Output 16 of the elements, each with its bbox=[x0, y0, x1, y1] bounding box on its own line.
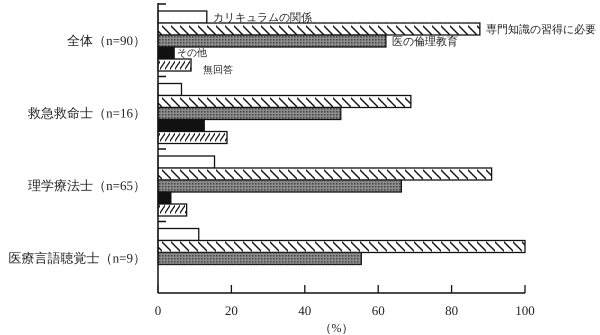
series-label: 専門知識の習得に必要 bbox=[486, 23, 596, 36]
series-label: その他 bbox=[177, 47, 208, 59]
y-tick-label: 全体（n=90） bbox=[67, 33, 146, 48]
x-axis-title: （%） bbox=[320, 321, 354, 335]
x-tick-label: 60 bbox=[372, 303, 385, 318]
x-tick-label: 40 bbox=[298, 303, 312, 318]
x-tick-label: 80 bbox=[445, 303, 458, 318]
y-tick-label: 理学療法士（n=65） bbox=[28, 178, 146, 193]
series-label: カリキュラムの関係 bbox=[212, 12, 312, 24]
y-tick-label: 医療言語聴覚士（n=9） bbox=[8, 250, 146, 266]
x-tick-label: 100 bbox=[515, 303, 535, 318]
series-label: 医の倫理教育 bbox=[392, 35, 458, 48]
x-tick-label: 0 bbox=[154, 303, 162, 318]
x-tick-label: 20 bbox=[224, 303, 238, 318]
y-tick-label: 救急救命士（n=16） bbox=[27, 106, 146, 120]
series-label: 無回答 bbox=[203, 64, 234, 76]
